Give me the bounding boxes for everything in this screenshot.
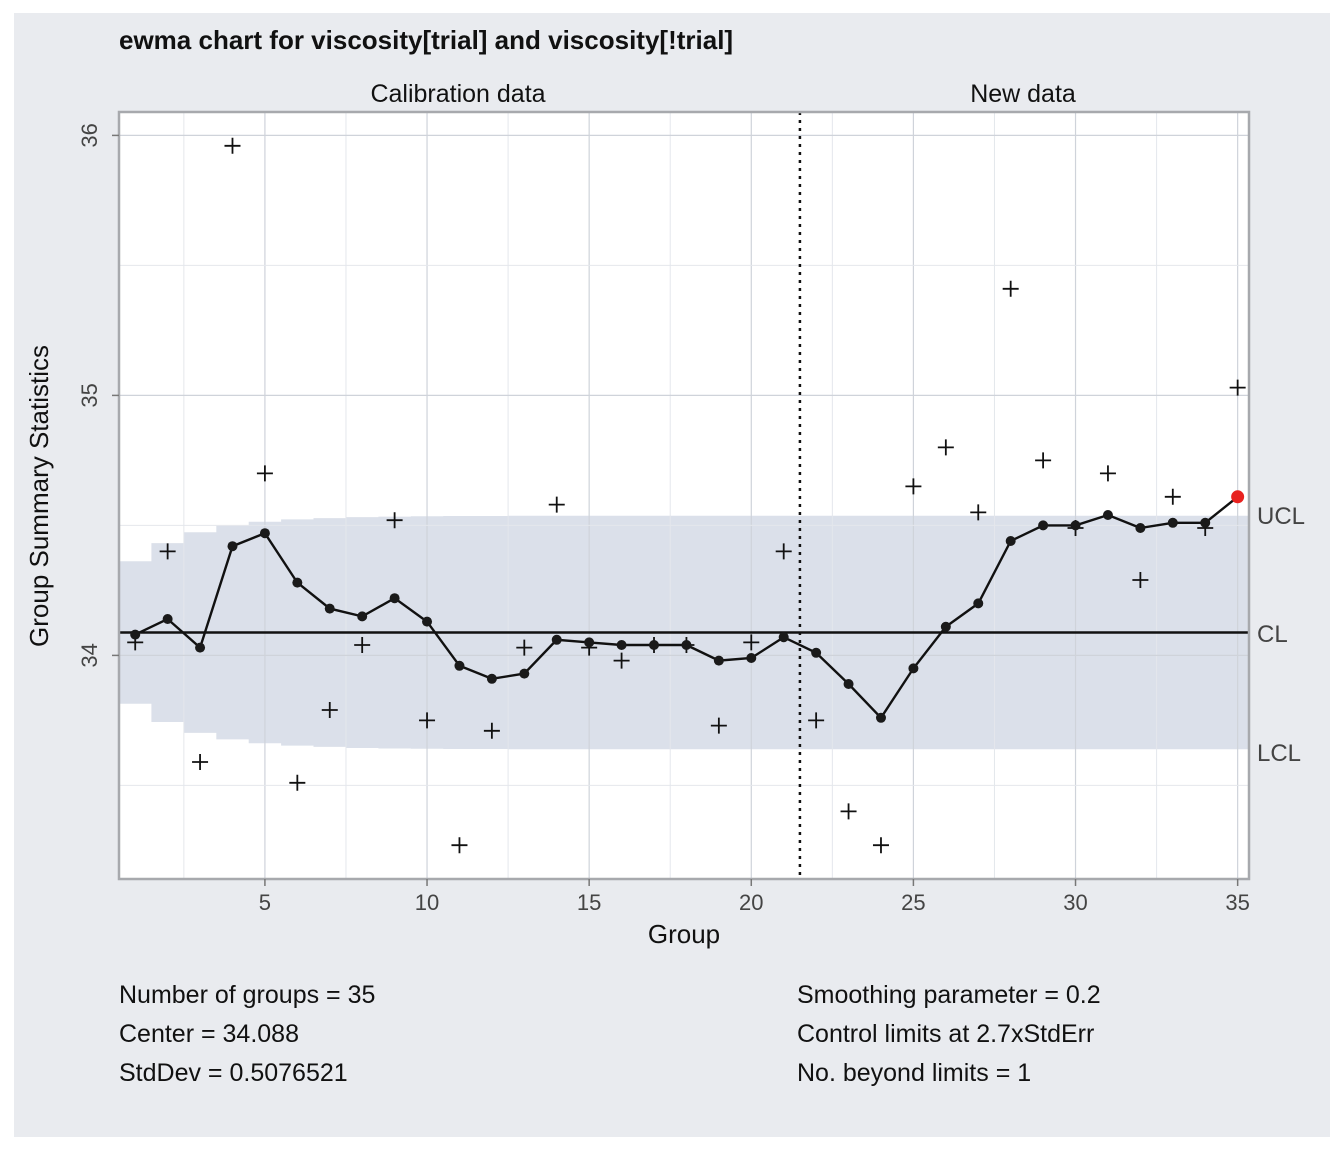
ewma-point — [908, 663, 919, 674]
ewma-point — [227, 541, 238, 552]
chart-title: ewma chart for viscosity[trial] and visc… — [119, 25, 733, 55]
ewma-point — [162, 614, 173, 624]
ewma-point — [973, 598, 984, 609]
statistic-point — [613, 652, 630, 669]
ewma-point — [1005, 536, 1016, 546]
statistic-point — [1164, 488, 1181, 505]
x-tick-label: 15 — [577, 890, 601, 915]
ewma-point — [616, 640, 627, 650]
ewma-point — [746, 653, 757, 663]
ewma-point — [1135, 523, 1146, 533]
ewma-point — [940, 621, 951, 632]
statistic-point — [419, 712, 436, 729]
ewma-point — [843, 679, 854, 689]
ewma-point — [1070, 520, 1081, 531]
ewma-point — [778, 632, 789, 643]
statistic-point — [159, 543, 176, 560]
stat-control-limits: Control limits at 2.7xStdErr — [797, 1020, 1095, 1048]
statistic-point — [1035, 452, 1052, 469]
ewma-point — [259, 528, 270, 539]
plot-frame — [117, 110, 1251, 881]
ewma-point — [649, 640, 660, 650]
ewma-point — [389, 593, 400, 604]
statistic-point — [1229, 379, 1246, 396]
y-axis-label: Group Summary Statistics — [24, 345, 54, 647]
ewma-point — [292, 577, 303, 588]
statistic-point — [937, 439, 954, 456]
stat-stddev: StdDev = 0.5076521 — [119, 1059, 348, 1087]
plot-area — [119, 112, 1249, 879]
x-tick-label: 25 — [901, 890, 925, 915]
statistic-point — [483, 722, 500, 739]
statistic-point — [1132, 572, 1149, 588]
statistic-point — [321, 702, 338, 718]
ewma-point — [357, 611, 368, 622]
ewma-point — [454, 660, 465, 671]
x-tick-label: 30 — [1063, 890, 1087, 915]
stat-beyond-limits: No. beyond limits = 1 — [797, 1059, 1032, 1087]
summary-stats-right: Smoothing parameter = 0.2 Control limits… — [797, 976, 1101, 1093]
statistic-point — [451, 837, 468, 854]
statistic-point — [289, 774, 306, 791]
statistic-point — [872, 837, 889, 854]
ewma-point — [551, 634, 562, 645]
x-tick-label: 10 — [415, 890, 439, 915]
statistic-point — [970, 504, 987, 521]
ewma-point — [875, 712, 886, 723]
ewma-point — [519, 668, 530, 679]
statistic-point — [386, 512, 403, 529]
section-label-new: New data — [970, 80, 1076, 108]
y-tick-label: 34 — [77, 643, 102, 667]
ewma-point-violation — [1231, 490, 1245, 504]
ewma-point — [486, 673, 497, 684]
ewma-point — [1038, 520, 1049, 531]
ewma-point — [584, 637, 595, 648]
summary-stats-left: Number of groups = 35 Center = 34.088 St… — [119, 976, 375, 1093]
ewma-point — [1167, 517, 1178, 528]
statistic-point — [743, 634, 760, 651]
statistic-point — [710, 717, 727, 734]
statistic-point — [808, 712, 825, 729]
ewma-point — [811, 647, 822, 658]
y-tick-label: 36 — [77, 123, 102, 147]
ewma-point — [713, 655, 724, 666]
stat-center: Center = 34.088 — [119, 1020, 299, 1048]
statistic-point — [548, 496, 565, 513]
statistic-point — [224, 137, 241, 154]
statistic-point — [516, 639, 533, 656]
ewma-point — [1102, 510, 1113, 520]
statistic-point — [905, 478, 922, 495]
y-tick-label: 35 — [77, 383, 102, 407]
stat-number-of-groups: Number of groups = 35 — [119, 981, 376, 1009]
x-tick-label: 5 — [259, 890, 271, 915]
statistic-point — [775, 543, 792, 560]
ewma-point — [422, 616, 433, 627]
lcl-label: LCL — [1257, 740, 1301, 767]
x-tick-label: 35 — [1225, 890, 1249, 915]
ewma-point — [1200, 517, 1211, 528]
ewma-point — [195, 642, 206, 653]
x-axis-label: Group — [648, 919, 720, 949]
statistic-point — [1002, 280, 1019, 297]
ewma-point — [324, 603, 335, 614]
x-tick-label: 20 — [739, 890, 763, 915]
statistic-point — [354, 637, 371, 653]
stat-smoothing-parameter: Smoothing parameter = 0.2 — [797, 981, 1101, 1009]
statistic-point — [192, 754, 209, 770]
cl-label: CL — [1257, 621, 1288, 648]
statistic-point — [1099, 465, 1116, 482]
statistic-point — [840, 803, 857, 820]
section-label-calibration: Calibration data — [370, 80, 545, 108]
ucl-label: UCL — [1257, 503, 1305, 530]
statistic-point — [256, 465, 273, 482]
ewma-point — [681, 640, 692, 650]
ewma-point — [130, 629, 141, 640]
